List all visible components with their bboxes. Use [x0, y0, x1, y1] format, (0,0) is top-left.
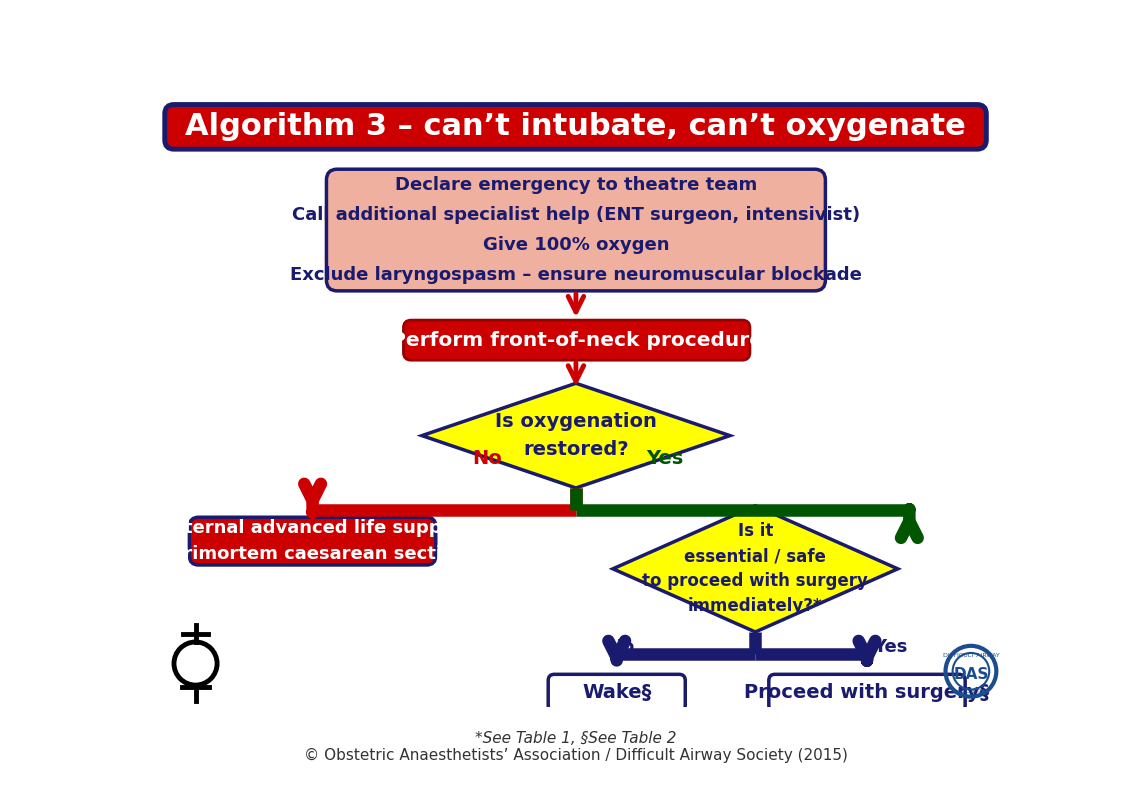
Polygon shape — [613, 506, 897, 632]
Text: Yes: Yes — [646, 449, 683, 468]
Text: Algorithm 3 – can’t intubate, can’t oxygenate: Algorithm 3 – can’t intubate, can’t oxyg… — [185, 112, 966, 141]
Text: Yes: Yes — [873, 638, 907, 657]
Text: Declare emergency to theatre team
Call additional specialist help (ENT surgeon, : Declare emergency to theatre team Call a… — [290, 176, 861, 284]
FancyBboxPatch shape — [327, 169, 825, 291]
FancyBboxPatch shape — [769, 674, 965, 711]
Text: SOCIETY: SOCIETY — [958, 688, 984, 694]
FancyBboxPatch shape — [403, 320, 750, 360]
Text: Wake§: Wake§ — [582, 684, 651, 703]
Text: Maternal advanced life support
Perimortem caesarean section: Maternal advanced life support Perimorte… — [154, 519, 472, 563]
Text: © Obstetric Anaesthetists’ Association / Difficult Airway Society (2015): © Obstetric Anaesthetists’ Association /… — [304, 748, 848, 763]
Text: DAS: DAS — [953, 667, 988, 682]
Text: No: No — [606, 638, 634, 657]
Text: *See Table 1, §See Table 2: *See Table 1, §See Table 2 — [475, 730, 677, 746]
Text: Is oxygenation
restored?: Is oxygenation restored? — [495, 412, 657, 459]
FancyBboxPatch shape — [190, 517, 436, 565]
Text: No: No — [473, 449, 502, 468]
Text: DIFFICULT AIRWAY: DIFFICULT AIRWAY — [942, 653, 999, 658]
FancyBboxPatch shape — [548, 674, 685, 711]
Text: Is it
essential / safe
to proceed with surgery
immediately?*: Is it essential / safe to proceed with s… — [642, 522, 868, 615]
FancyBboxPatch shape — [165, 105, 986, 149]
Polygon shape — [422, 384, 730, 488]
Text: Proceed with surgery§: Proceed with surgery§ — [745, 684, 989, 703]
Text: Perform front-of-neck procedure: Perform front-of-neck procedure — [391, 330, 763, 349]
